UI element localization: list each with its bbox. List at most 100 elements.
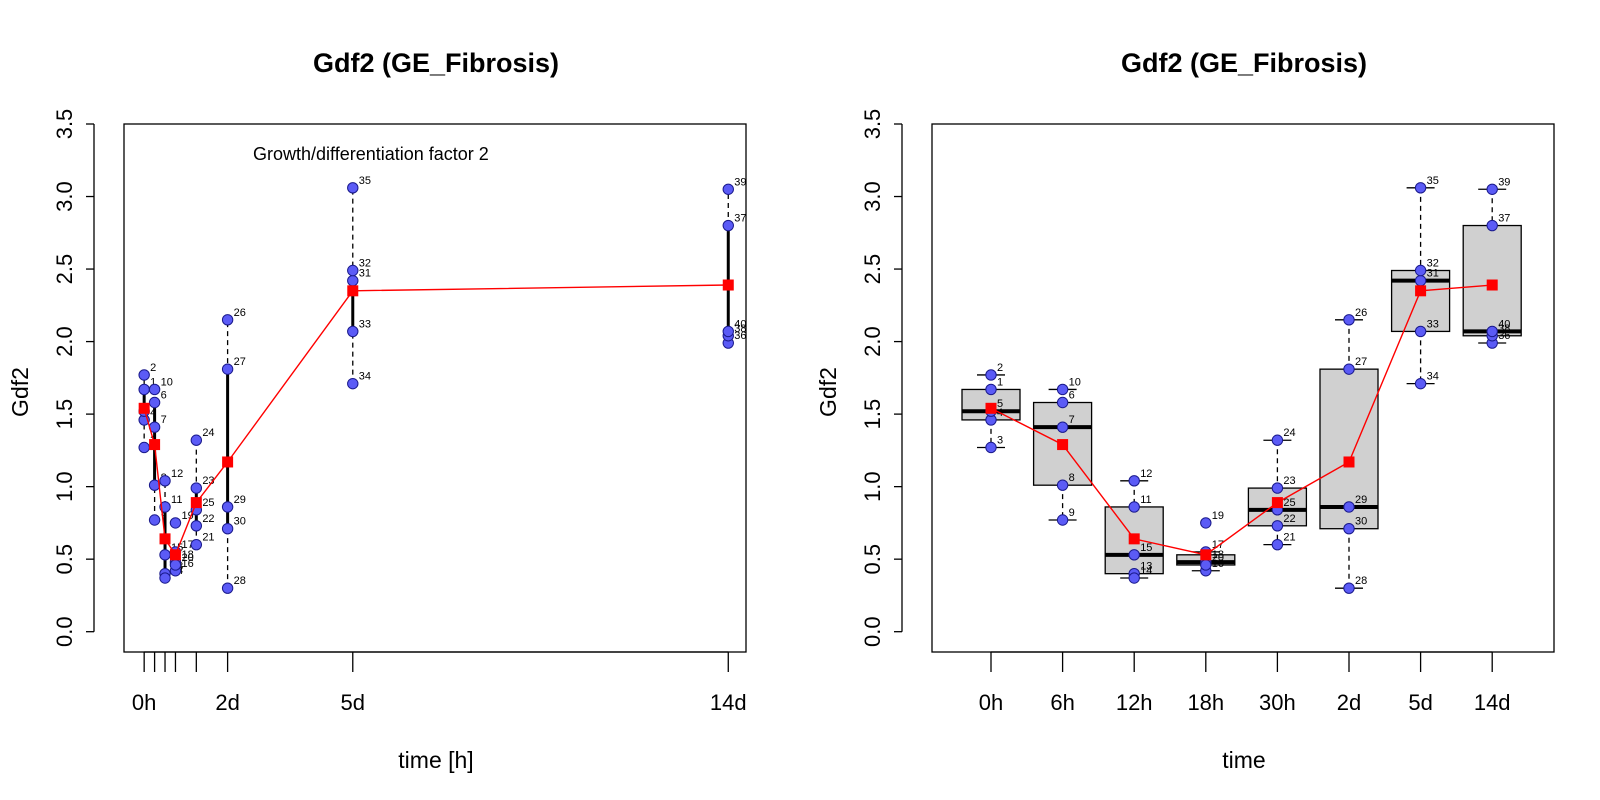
point-label: 2 [150,362,156,374]
point-label: 33 [1427,318,1439,330]
point-label: 28 [1355,575,1367,587]
y-tick-label: 3.5 [860,109,885,140]
data-point [347,264,359,277]
left-y-axis-label: Gdf2 [7,367,33,417]
y-tick-label: 0.0 [860,616,885,647]
y-tick-label: 0.0 [52,616,77,647]
right-panel-boxplot: Gdf2 (GE_Fibrosis) time Gdf2 0.0 0.5 1.0 1.… [815,48,1555,773]
data-point [1486,183,1498,195]
data-point [722,219,734,232]
data-point [138,441,150,454]
point-label: 24 [1283,427,1295,439]
point-label: 14 [1140,565,1152,577]
data-point [148,396,161,409]
left-x-axis-label: time [h] [398,747,473,773]
data-point [1343,582,1355,594]
data-point [190,482,203,494]
point-label: 39 [1498,176,1510,188]
data-point [985,383,997,396]
data-point [1056,383,1069,396]
y-tick-label: 1.5 [860,399,885,430]
point-label: 8 [1069,472,1075,484]
data-point [159,475,171,487]
data-point [1271,434,1284,446]
x-tick-label: 18h [1187,690,1224,715]
x-tick-label: 14d [1474,690,1511,715]
y-tick-label: 1.5 [52,399,77,430]
point-label: 40 [1498,318,1510,330]
point-label: 15 [1140,542,1152,554]
right-x-axis: 0h 6h 12h 18h 30h 2d 5d 14d [979,651,1511,715]
mean-marker [1415,285,1427,297]
data-point [1128,549,1140,561]
y-tick-label: 2.5 [52,254,77,285]
point-label: 9 [1069,507,1075,519]
point-label: 32 [1427,258,1439,270]
data-point [138,369,150,381]
data-point [169,559,182,571]
mean-marker [138,402,150,414]
y-tick-label: 0.5 [860,544,885,575]
point-label: 7 [161,414,167,426]
left-chart-title: Gdf2 (GE_Fibrosis) [313,48,559,78]
point-label: 3 [997,434,1003,446]
data-point [1343,314,1355,326]
x-tick-label: 5d [1408,690,1432,715]
data-point [722,183,734,195]
point-label: 29 [234,494,246,506]
point-label: 19 [181,510,193,522]
data-point [190,434,203,446]
point-label: 28 [234,575,246,587]
data-point [148,514,161,526]
data-point [1056,514,1069,526]
right-y-axis-label: Gdf2 [815,367,841,417]
y-tick-label: 2.5 [860,254,885,285]
data-point [190,538,203,551]
data-point [1271,520,1284,532]
point-label: 11 [171,494,182,506]
mean-marker [1271,497,1283,509]
data-point [347,377,359,390]
point-label: 31 [359,268,371,280]
mean-marker [985,402,997,414]
y-tick-label: 1.0 [860,471,885,502]
point-label: 30 [1355,516,1367,528]
point-label: 21 [202,532,214,544]
mean-marker [1128,533,1140,545]
left-panel-timecourse: Gdf2 (GE_Fibrosis) time [h] Gdf2 Growth/… [7,48,747,773]
data-point [347,182,359,194]
point-label: 31 [1427,268,1439,280]
point-label: 18 [181,549,193,561]
point-label: 33 [359,318,371,330]
y-tick-label: 3.5 [52,109,77,140]
data-point [1128,572,1140,584]
data-point [1343,523,1355,535]
point-label: 40 [734,318,746,330]
right-y-axis: 0.0 0.5 1.0 1.5 2.0 2.5 3.0 3.5 [860,109,903,647]
point-label: 37 [734,213,746,225]
data-point [1200,559,1212,571]
data-point [159,549,171,561]
data-point [1414,325,1427,338]
data-point [1414,264,1427,277]
data-point [1414,274,1427,287]
point-label: 20 [181,552,193,564]
point-label: 27 [1355,356,1367,368]
data-point [169,517,182,529]
point-label: 17 [181,539,193,551]
point-label: 34 [1427,371,1439,383]
point-label: 18 [1212,549,1224,561]
point-label: 25 [202,497,214,509]
point-label: 20 [1212,552,1224,564]
point-label: 13 [1140,561,1152,573]
x-tick-label: 6h [1050,690,1074,715]
data-point [1486,219,1498,232]
y-tick-label: 0.5 [52,544,77,575]
point-label: 26 [1355,307,1367,319]
point-label: 19 [1212,510,1224,522]
mean-marker [1486,279,1498,291]
x-tick-label: 2d [1337,690,1361,715]
point-label: 5 [997,398,1003,410]
data-point [1271,538,1284,551]
